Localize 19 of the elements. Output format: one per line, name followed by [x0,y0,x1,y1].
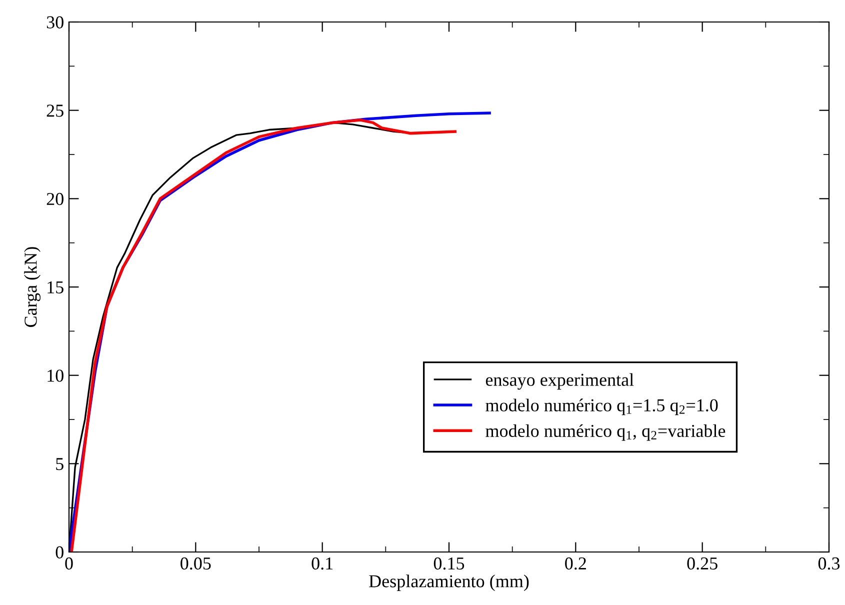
x-tick-label: 0.15 [434,557,464,570]
x-axis-title: Desplazamiento (mm) [369,574,529,591]
y-tick-label: 0 [56,546,64,558]
x-tick-label: 0.05 [180,557,211,570]
y-tick-label: 30 [46,16,64,28]
y-tick-label: 10 [48,370,64,382]
x-tick-label: 0.3 [818,557,840,570]
x-tick-label: 0.25 [687,557,718,570]
y-tick-label: 25 [46,104,64,117]
legend-label: ensayo experimental [486,373,634,390]
y-axis-title: Carga (kN) [24,247,41,327]
y-tick-label: 15 [48,281,64,294]
y-tick-label: 20 [46,192,64,206]
x-tick-label: 0.1 [312,557,333,570]
legend-label: modelo numérico q$_{1}$, q$_{2}$=variable [486,424,726,441]
legend-label: modelo numérico q$_{1}$=1.5 q$_{2}$=1.0 [486,398,718,416]
y-tick-label: 5 [56,458,64,470]
x-tick-label: 0 [65,557,73,570]
x-tick-label: 0.2 [565,557,586,570]
